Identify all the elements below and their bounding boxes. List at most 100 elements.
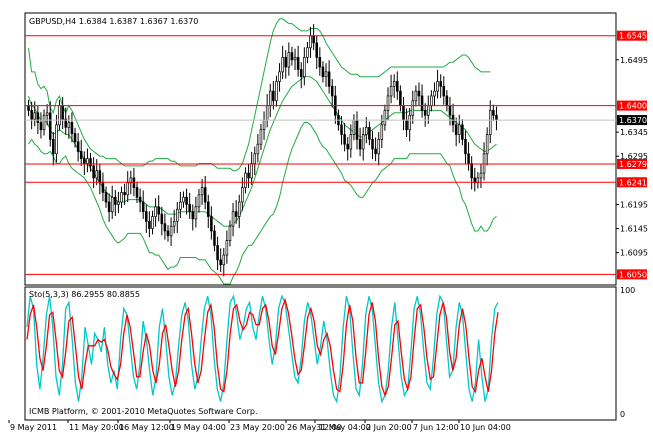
sto-signal-line: [26, 297, 499, 398]
candle-body: [216, 245, 219, 261]
candle-body: [42, 114, 46, 131]
candle-body: [346, 143, 349, 150]
level-label-bg: [617, 100, 647, 111]
time-tick-label: 11 May 20:00: [69, 423, 124, 432]
candle-body: [488, 110, 492, 135]
candle-body: [95, 170, 98, 179]
candle-body: [272, 90, 275, 102]
candle-body: [241, 187, 244, 203]
candle-body: [433, 90, 436, 97]
candle-body: [188, 204, 191, 213]
candle-body: [402, 105, 405, 121]
candle-body: [67, 122, 71, 128]
time-tick-label: 31 May 04:00: [316, 423, 371, 432]
sto-tick-100: 100: [620, 286, 635, 295]
candle-body: [377, 139, 380, 155]
stochastic-lines: [26, 294, 499, 404]
candle-body: [138, 196, 142, 203]
candle-body: [303, 57, 306, 78]
price-tick-label: 1.6095: [620, 249, 648, 258]
candle-body: [324, 71, 328, 78]
candle-body: [256, 143, 260, 155]
candle-body: [61, 105, 64, 120]
level-label-bg: [617, 177, 647, 188]
candle-body: [436, 81, 439, 92]
candle-body: [420, 95, 424, 111]
candle-body: [467, 153, 470, 164]
time-tick-label: 19 May 04:00: [171, 423, 226, 432]
candle-body: [197, 194, 201, 208]
candle-body: [479, 172, 483, 179]
candle-body: [83, 158, 86, 164]
price-tick-label: 1.6145: [620, 225, 648, 234]
candle-body: [470, 163, 473, 179]
candle-body: [222, 254, 226, 266]
sto-main-line: [26, 294, 499, 404]
candle-body: [284, 57, 288, 68]
candle-body: [228, 225, 232, 241]
candle-body: [361, 134, 365, 150]
time-tick-label: 16 May 12:00: [119, 423, 174, 432]
candle-body: [234, 211, 238, 217]
level-label: 1.6279: [619, 160, 647, 169]
candle-body: [117, 201, 120, 205]
candle-body: [145, 211, 148, 222]
level-label-bg: [617, 30, 647, 41]
candle-body: [225, 240, 229, 256]
time-tick-label: 7 Jun 12:00: [413, 423, 459, 432]
candle-body: [371, 139, 374, 150]
candle-body: [427, 105, 430, 116]
candle-body: [123, 192, 126, 196]
candle-body: [296, 57, 300, 70]
candle-body: [45, 112, 49, 116]
candle-body: [52, 139, 55, 155]
candle-body: [98, 170, 102, 184]
candle-body: [290, 52, 294, 61]
level-label-bg: [617, 158, 647, 169]
candle-body: [182, 196, 185, 203]
candle-body: [287, 52, 291, 68]
candle-body: [86, 158, 89, 164]
price-axis: 1.6495 1.6345 1.6295 1.6195 1.6145 1.6095: [616, 56, 648, 258]
candle-body: [327, 71, 331, 87]
candle-body: [76, 141, 80, 152]
bb-upper-line: [28, 18, 491, 172]
candle-body: [250, 163, 253, 179]
candle-body: [191, 211, 195, 220]
candle-body: [445, 95, 449, 106]
candle-body: [408, 114, 411, 131]
candle-body: [58, 105, 61, 126]
candle-body: [179, 201, 182, 210]
time-tick-label: 10 Jun 04:00: [460, 423, 511, 432]
candle-body: [439, 81, 442, 87]
copyright-footer: ICMB Platform, © 2001-2010 MetaQuotes So…: [29, 407, 258, 416]
candle-body: [405, 119, 408, 131]
candle-body: [306, 47, 309, 58]
candle-body: [237, 201, 241, 217]
candle-body: [120, 192, 123, 203]
candle-body: [114, 196, 117, 205]
candle-body: [392, 81, 396, 87]
candle-body: [163, 223, 167, 232]
candle-body: [365, 126, 368, 135]
price-tick-label: 1.6295: [620, 152, 648, 161]
candle-body: [275, 81, 278, 102]
candle-body: [265, 105, 269, 121]
candle-body: [358, 139, 362, 150]
time-tick-label: 9 May 2011: [10, 423, 57, 432]
candle-body: [48, 112, 52, 140]
candle-body: [55, 124, 58, 155]
candle-body: [399, 90, 402, 106]
candle-body: [101, 182, 105, 193]
candle-body: [352, 119, 356, 135]
candle-body: [107, 201, 111, 213]
level-lines: 1.6545 1.6400 1.6279 1.6241 1.6050 1.6370: [25, 30, 647, 280]
price-tick-label: 1.6345: [620, 128, 648, 137]
candle-body: [417, 90, 421, 97]
price-header: GBPUSD,H4 1.6384 1.6387 1.6367 1.6370: [29, 17, 198, 26]
candle-body: [330, 85, 334, 97]
candle-body: [172, 220, 176, 227]
level-label-bg: [617, 269, 647, 280]
candle-body: [485, 134, 489, 155]
